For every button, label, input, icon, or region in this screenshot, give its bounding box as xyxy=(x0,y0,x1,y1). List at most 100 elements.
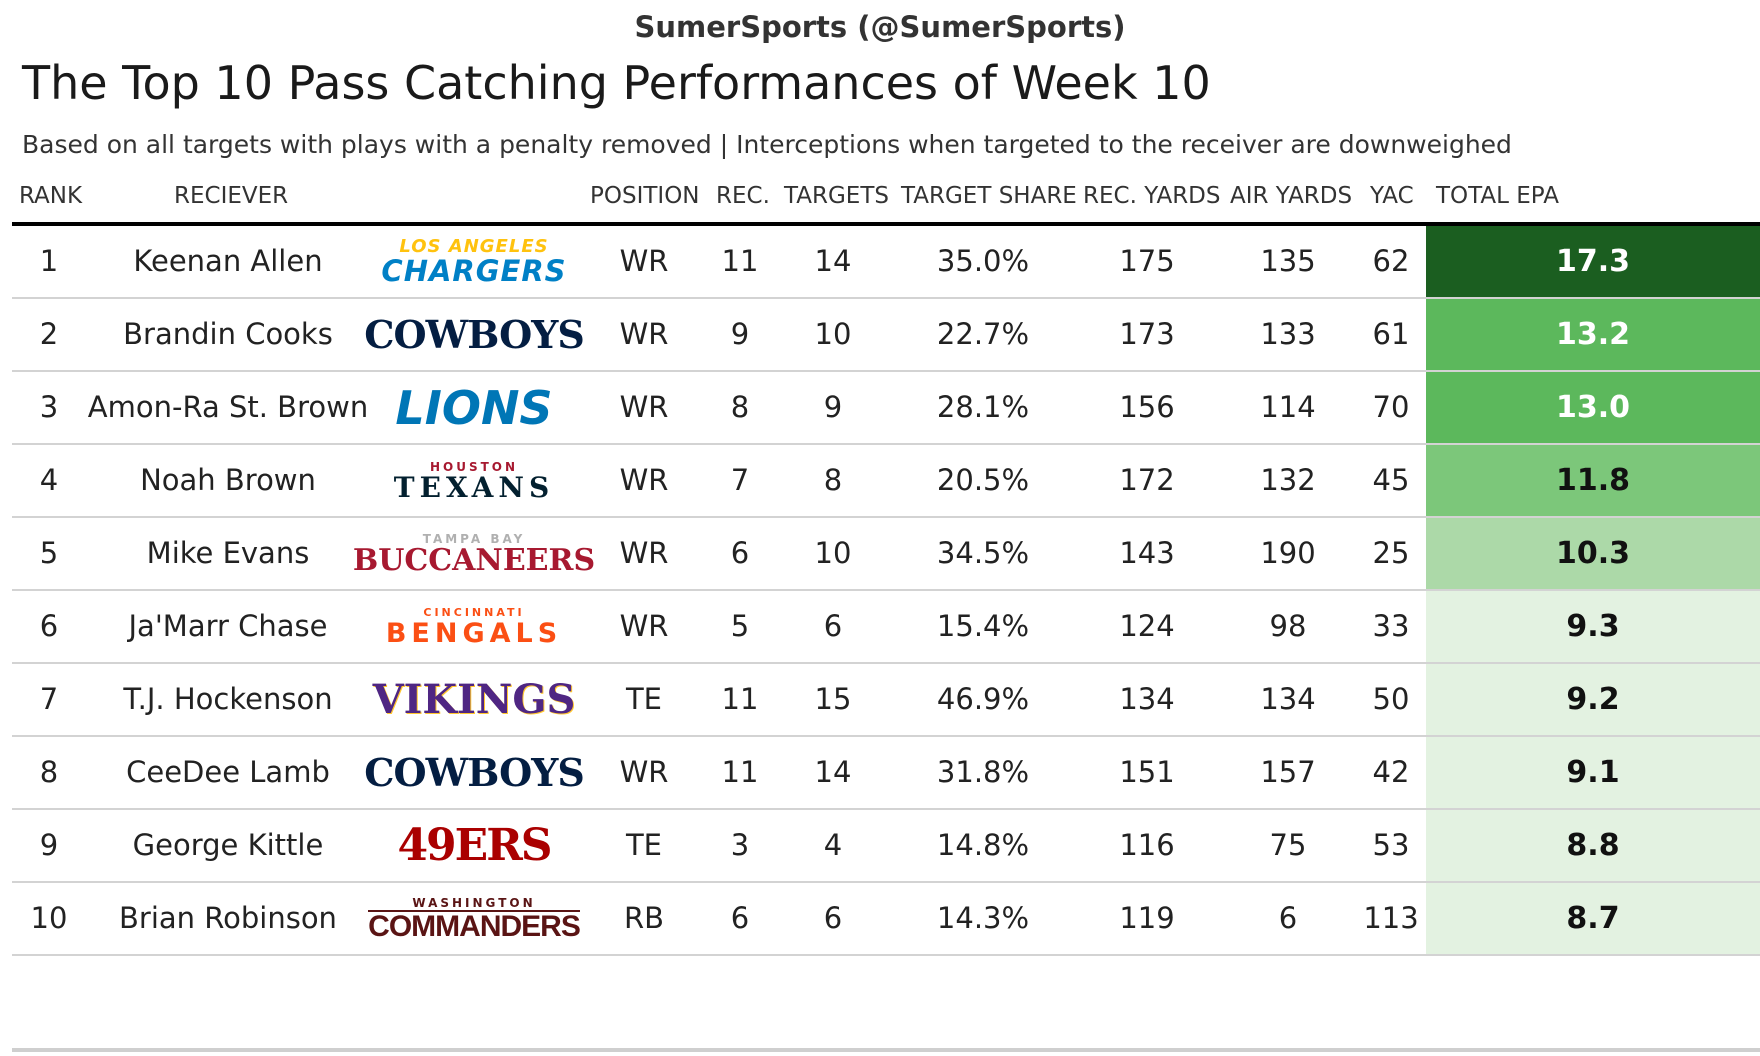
position-cell: WR xyxy=(619,755,669,789)
table-header: RANK RECIEVER POSITION REC. TARGETS TARG… xyxy=(12,178,1760,222)
team-logo-top-text: LOS ANGELES xyxy=(399,236,549,257)
yac-cell: 33 xyxy=(1372,609,1410,643)
bottom-rule xyxy=(12,1048,1760,1052)
table-row: 2 Brandin Cooks WR 9 10 22.7% 173 133 61 COWBOYS 1… xyxy=(12,299,1760,372)
targets-cell: 9 xyxy=(823,390,843,424)
rec-cell: 6 xyxy=(730,536,750,570)
rec-cell: 3 xyxy=(730,828,750,862)
rec-cell: 9 xyxy=(730,317,750,351)
rec-cell: 11 xyxy=(721,755,759,789)
receiver-cell: Brandin Cooks xyxy=(123,317,333,351)
air-yards-cell: 75 xyxy=(1269,828,1307,862)
position-cell: WR xyxy=(619,463,669,497)
rank-cell: 8 xyxy=(39,755,59,789)
position-cell: RB xyxy=(623,901,665,935)
total-epa-cell: 8.8 xyxy=(1426,810,1760,881)
target-share-cell: 15.4% xyxy=(936,609,1030,643)
target-share-cell: 28.1% xyxy=(936,390,1030,424)
targets-cell: 10 xyxy=(814,536,852,570)
target-share-cell: 14.3% xyxy=(936,901,1030,935)
position-cell: WR xyxy=(619,390,669,424)
table-row: 6 Ja'Marr Chase WR 5 6 15.4% 124 98 33 CINCINNATI… xyxy=(12,591,1760,664)
header-yac: YAC xyxy=(1370,183,1414,209)
rank-cell: 3 xyxy=(39,390,59,424)
rec-yards-cell: 143 xyxy=(1119,536,1175,570)
table-subtitle: Based on all targets with plays with a p… xyxy=(22,130,1512,159)
team-logo-cowboys: COWBOYS xyxy=(364,299,585,370)
target-share-cell: 34.5% xyxy=(936,536,1030,570)
header-receiver: RECIEVER xyxy=(174,183,289,209)
team-logo-commanders: WASHINGTON COMMANDERS xyxy=(368,883,581,954)
rank-cell: 9 xyxy=(39,828,59,862)
rec-yards-cell: 134 xyxy=(1119,682,1175,716)
rank-cell: 2 xyxy=(39,317,59,351)
team-logo-top-text: HOUSTON xyxy=(429,459,519,474)
team-logo-chargers: LOS ANGELES CHARGERS xyxy=(374,226,574,297)
rec-cell: 8 xyxy=(730,390,750,424)
total-epa-cell: 9.1 xyxy=(1426,737,1760,808)
header-total-epa: TOTAL EPA xyxy=(1436,183,1559,209)
position-cell: WR xyxy=(619,609,669,643)
total-epa-cell: 9.2 xyxy=(1426,664,1760,735)
rec-cell: 6 xyxy=(730,901,750,935)
air-yards-cell: 134 xyxy=(1260,682,1316,716)
target-share-cell: 22.7% xyxy=(936,317,1030,351)
total-epa-cell: 10.3 xyxy=(1426,518,1760,589)
targets-cell: 6 xyxy=(823,609,843,643)
table-row: 9 George Kittle TE 3 4 14.8% 116 75 53 49ERS 8.8 xyxy=(12,810,1760,883)
targets-cell: 4 xyxy=(823,828,843,862)
rec-yards-cell: 172 xyxy=(1119,463,1175,497)
total-epa-cell: 8.7 xyxy=(1426,883,1760,954)
table-row: 3 Amon-Ra St. Brown WR 8 9 28.1% 156 114 70 LIONS… xyxy=(12,372,1760,445)
targets-cell: 15 xyxy=(814,682,852,716)
table-row: 5 Mike Evans WR 6 10 34.5% 143 190 25 TAMPA BAY BU… xyxy=(12,518,1760,591)
team-logo-wordmark: 49ERS xyxy=(397,819,552,871)
team-logo-buccaneers: TAMPA BAY BUCCANEERS xyxy=(353,518,595,589)
team-logo-49ers: 49ERS xyxy=(374,810,574,881)
targets-cell: 6 xyxy=(823,901,843,935)
rec-yards-cell: 175 xyxy=(1119,244,1175,278)
receiver-cell: CeeDee Lamb xyxy=(126,755,330,789)
yac-cell: 45 xyxy=(1372,463,1410,497)
rec-yards-cell: 119 xyxy=(1119,901,1175,935)
position-cell: WR xyxy=(619,536,669,570)
attribution: SumerSports (@SumerSports) xyxy=(634,10,1126,44)
receiver-cell: Keenan Allen xyxy=(133,244,323,278)
team-logo-wordmark: COWBOYS xyxy=(364,749,585,795)
rank-cell: 7 xyxy=(39,682,59,716)
total-epa-cell: 13.2 xyxy=(1426,299,1760,370)
team-logo-wordmark: CHARGERS xyxy=(381,254,567,288)
total-epa-cell: 13.0 xyxy=(1426,372,1760,443)
header-rec-yards: REC. YARDS xyxy=(1083,183,1221,209)
receiver-cell: Amon-Ra St. Brown xyxy=(87,390,369,424)
yac-cell: 50 xyxy=(1372,682,1410,716)
yac-cell: 70 xyxy=(1372,390,1410,424)
team-logo-wordmark: VIKINGS xyxy=(372,675,576,723)
air-yards-cell: 114 xyxy=(1260,390,1316,424)
team-logo-cowboys: COWBOYS xyxy=(364,737,585,808)
position-cell: TE xyxy=(625,682,663,716)
target-share-cell: 46.9% xyxy=(936,682,1030,716)
air-yards-cell: 133 xyxy=(1260,317,1316,351)
rank-cell: 6 xyxy=(39,609,59,643)
header-rank: RANK xyxy=(19,183,83,209)
header-position: POSITION xyxy=(590,183,700,209)
rec-cell: 11 xyxy=(721,682,759,716)
team-logo-top-text: CINCINNATI xyxy=(423,606,525,619)
receiver-cell: T.J. Hockenson xyxy=(123,682,333,716)
yac-cell: 53 xyxy=(1372,828,1410,862)
rank-cell: 4 xyxy=(39,463,59,497)
team-logo-wordmark: COWBOYS xyxy=(364,311,585,357)
header-rec: REC. xyxy=(716,183,770,209)
rank-cell: 10 xyxy=(30,901,68,935)
table-row: 4 Noah Brown WR 7 8 20.5% 172 132 45 HOUSTON TEXAN… xyxy=(12,445,1760,518)
table-row: 10 Brian Robinson RB 6 6 14.3% 119 6 113 WASHINGT… xyxy=(12,883,1760,956)
rec-cell: 11 xyxy=(721,244,759,278)
targets-cell: 14 xyxy=(814,755,852,789)
targets-cell: 8 xyxy=(823,463,843,497)
receiver-cell: Ja'Marr Chase xyxy=(128,609,328,643)
team-logo-wordmark: COMMANDERS xyxy=(368,909,581,943)
header-air-yards: AIR YARDS xyxy=(1230,183,1353,209)
team-logo-bengals: CINCINNATI BENGALS xyxy=(374,591,574,662)
rec-yards-cell: 116 xyxy=(1119,828,1175,862)
